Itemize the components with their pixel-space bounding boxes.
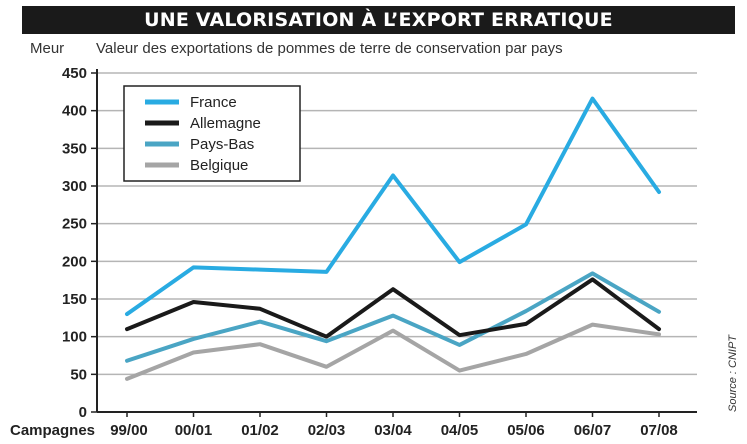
- x-axis-label: Campagnes: [10, 422, 95, 439]
- x-tick-label-3: 02/03: [308, 422, 346, 439]
- chart-title: UNE VALORISATION À L’EXPORT ERRATIQUE: [22, 6, 735, 34]
- legend-label-france: France: [190, 94, 237, 111]
- legend-label-allemagne: Allemagne: [190, 115, 261, 132]
- x-tick-label-7: 06/07: [574, 422, 612, 439]
- y-tick-label-0: 0: [79, 404, 87, 421]
- x-tick-label-4: 03/04: [374, 422, 412, 439]
- y-tick-label-50: 50: [70, 366, 87, 383]
- y-tick-label-250: 250: [62, 216, 87, 233]
- series-line-allemagne: [125, 277, 661, 339]
- y-tick-label-400: 400: [62, 103, 87, 120]
- x-tick-label-5: 04/05: [441, 422, 479, 439]
- y-tick-label-100: 100: [62, 329, 87, 346]
- x-tick-label-8: 07/08: [640, 422, 678, 439]
- x-tick-label-2: 01/02: [241, 422, 279, 439]
- y-tick-label-350: 350: [62, 140, 87, 157]
- y-tick-label-300: 300: [62, 178, 87, 195]
- x-tick-label-1: 00/01: [175, 422, 213, 439]
- x-tick-label-6: 05/06: [507, 422, 545, 439]
- x-tick-label-0: 99/00: [110, 422, 148, 439]
- series-line-pays-bas: [125, 271, 661, 363]
- chart-subtitle: Valeur des exportations de pommes de ter…: [96, 40, 563, 57]
- series-line-france: [125, 96, 661, 317]
- y-tick-label-200: 200: [62, 253, 87, 270]
- series-line-belgique: [125, 322, 661, 381]
- legend-label-belgique: Belgique: [190, 157, 248, 174]
- y-tick-label-450: 450: [62, 65, 87, 82]
- legend-label-pays-bas: Pays-Bas: [190, 136, 254, 153]
- y-tick-label-150: 150: [62, 291, 87, 308]
- y-axis-unit-label: Meur: [30, 40, 65, 57]
